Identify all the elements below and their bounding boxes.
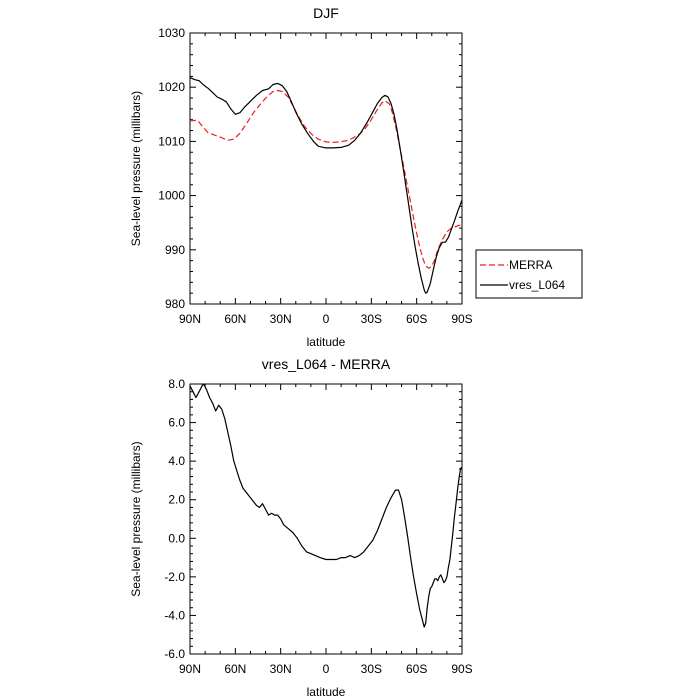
legend-entry: MERRA [509,258,552,272]
series-line-merra [189,89,463,269]
x-tick-label: 60N [224,312,246,326]
y-tick-label: 0.0 [168,531,185,545]
x-tick-label: 60N [224,662,246,676]
x-axis-label: latitude [307,335,346,349]
chart-title: DJF [313,5,339,21]
plot-frame-0 [189,32,463,305]
y-tick-label: 980 [165,297,185,311]
x-tick-label: 0 [323,312,330,326]
x-tick-label: 90N [179,662,201,676]
x-tick-label: 30S [361,312,382,326]
x-axis-label: latitude [307,685,346,699]
y-tick-label: 1020 [158,80,185,94]
y-tick-label: 1030 [158,26,185,40]
x-tick-label: 60S [406,662,427,676]
y-tick-label: 990 [165,243,185,257]
y-axis-label: Sea-level pressure (millibars) [129,91,143,246]
y-tick-label: 6.0 [168,416,185,430]
y-tick-label: 1000 [158,189,185,203]
x-tick-label: 90S [451,662,472,676]
x-tick-label: 30N [270,312,292,326]
legend-box [475,249,583,299]
y-tick-label: -2.0 [164,570,185,584]
y-tick-label: 1010 [158,134,185,148]
difference-line [189,383,463,628]
y-tick-label: -6.0 [164,647,185,661]
y-tick-label: 8.0 [168,377,185,391]
chart-title: vres_L064 - MERRA [262,356,391,372]
x-tick-label: 60S [406,312,427,326]
series-line-vres-l064 [189,76,463,294]
legend-entry: vres_L064 [509,278,565,292]
x-tick-label: 0 [323,662,330,676]
y-tick-label: -4.0 [164,608,185,622]
x-tick-label: 90S [451,312,472,326]
x-tick-label: 90N [179,312,201,326]
y-axis-label: Sea-level pressure (millibars) [129,441,143,596]
x-tick-label: 30N [270,662,292,676]
y-tick-label: 4.0 [168,454,185,468]
x-tick-label: 30S [361,662,382,676]
y-tick-label: 2.0 [168,493,185,507]
